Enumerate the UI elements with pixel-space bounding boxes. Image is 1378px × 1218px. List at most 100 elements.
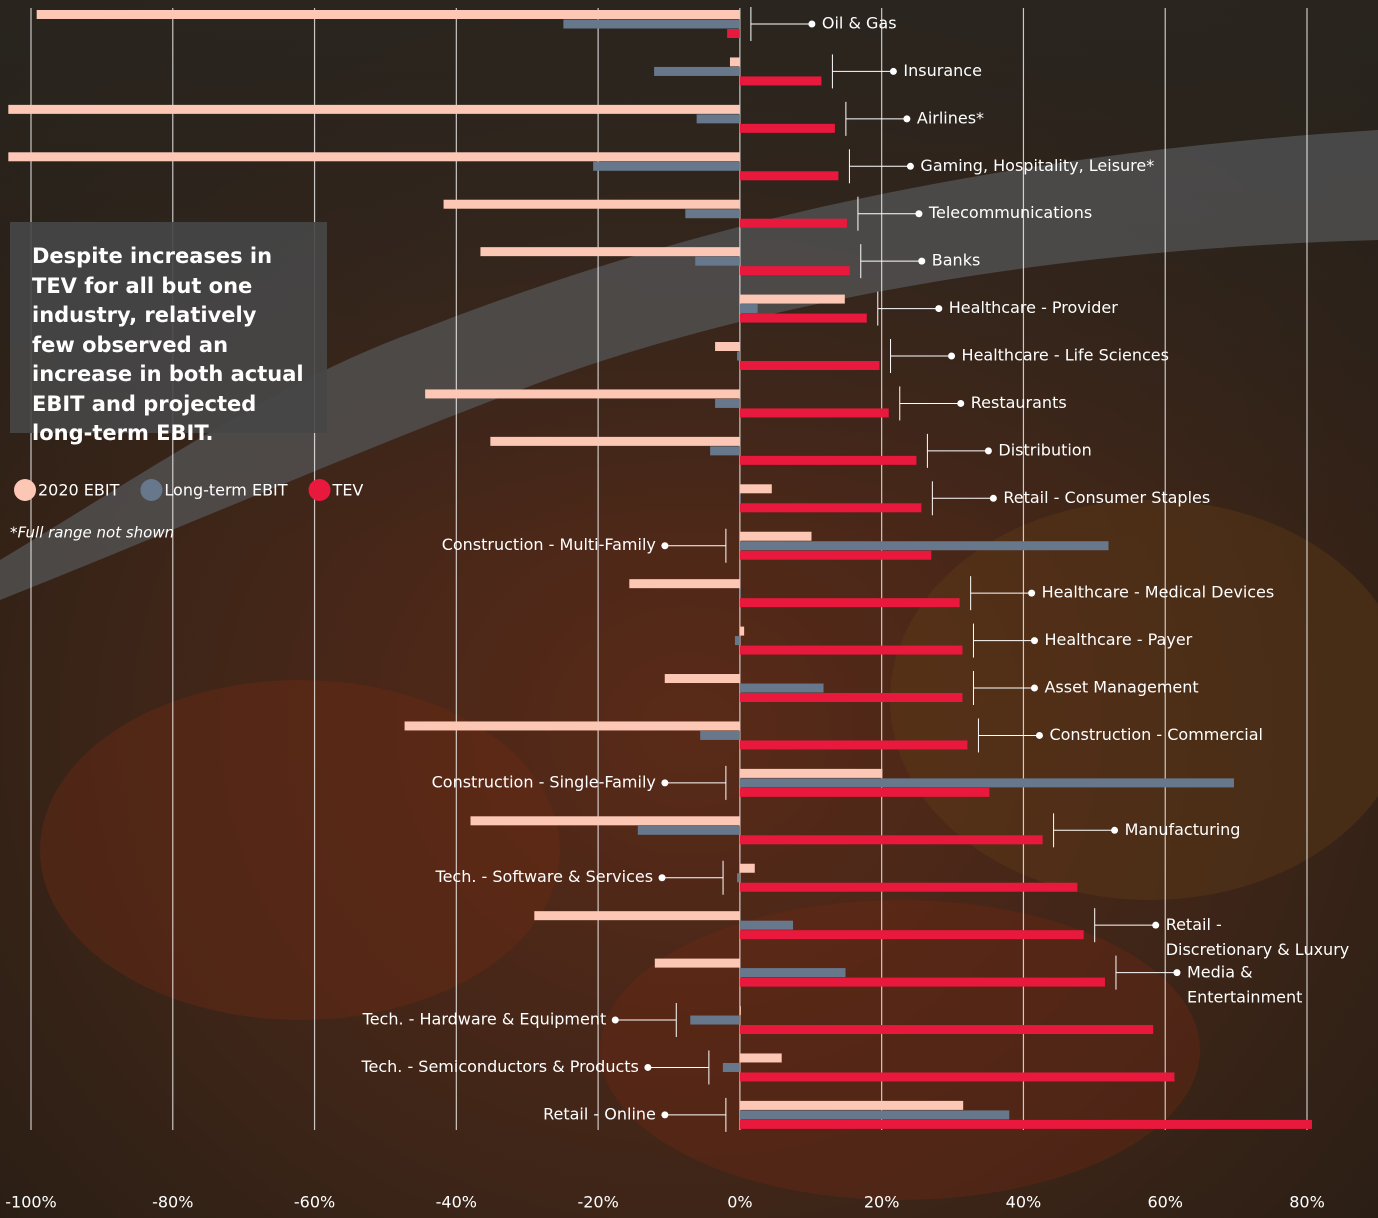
x-tick-label: 20% (864, 1193, 900, 1212)
bar (739, 598, 960, 608)
leader-dot (903, 115, 911, 123)
label-line: Entertainment (1187, 987, 1302, 1006)
bar (739, 778, 1234, 788)
bar (739, 484, 772, 494)
category-label-text: Distribution (998, 440, 1091, 459)
label-line: Media & (1187, 962, 1253, 981)
x-tick-label: 60% (1147, 1193, 1183, 1212)
bar (739, 266, 850, 276)
category-label-text: Gaming, Hospitality, Leisure* (920, 156, 1154, 175)
leader-dot (984, 447, 992, 455)
bar (700, 730, 740, 740)
leader-dot (611, 1016, 619, 1024)
bar (727, 29, 740, 38)
leader-dot (661, 1111, 669, 1119)
category-label-text: Construction - Single-Family (432, 772, 656, 791)
bar (739, 1006, 741, 1016)
bar (739, 626, 745, 636)
legend-label: Long-term EBIT (164, 481, 287, 500)
bar (739, 361, 880, 371)
category-label-text: Healthcare - Medical Devices (1042, 583, 1275, 602)
category-label: Distribution (926, 433, 1092, 468)
bar (715, 398, 740, 408)
category-label-text: Healthcare - Provider (949, 298, 1118, 317)
bar (739, 968, 846, 978)
category-label-text: Healthcare - Life Sciences (962, 346, 1169, 365)
bar (695, 256, 740, 266)
x-tick-label: -20% (577, 1193, 618, 1212)
leader-dot (1035, 731, 1043, 739)
category-label: Banks (860, 244, 981, 279)
bar (480, 247, 740, 257)
bar (734, 636, 740, 646)
category-label: Airlines* (845, 101, 984, 136)
category-label-text: Construction - Commercial (1049, 725, 1263, 744)
bar (739, 977, 1105, 987)
category-label-text: Retail - Discretionary & Luxury (1166, 915, 1350, 959)
category-label-text: Tech. - Software & Services (435, 867, 654, 886)
bar (739, 1110, 1010, 1120)
category-label: Healthcare - Provider (877, 291, 1118, 326)
x-tick-label: -80% (152, 1193, 193, 1212)
leader-dot (948, 352, 956, 360)
category-label: Tech. - Software & Services (435, 860, 724, 895)
category-label-text: Construction - Multi-Family (442, 535, 656, 554)
category-label: Restaurants (899, 386, 1067, 421)
bar (629, 579, 740, 589)
bar (739, 1119, 1312, 1129)
bar (654, 958, 740, 968)
category-label-text: Retail - Consumer Staples (1003, 488, 1210, 507)
x-tick-label: 80% (1289, 1193, 1325, 1212)
bar (739, 550, 932, 560)
bar (739, 863, 755, 873)
bar (739, 1072, 1175, 1082)
leader-dot (889, 67, 897, 75)
leader-dot (918, 257, 926, 265)
bar (739, 740, 968, 750)
bar (563, 19, 740, 29)
bar (739, 76, 822, 86)
title-box: Despite increases in TEV for all but one… (10, 222, 327, 445)
category-label-text: Healthcare - Payer (1044, 630, 1192, 649)
bar (739, 304, 758, 314)
bar (696, 114, 740, 124)
label-line: Retail - (1166, 915, 1222, 934)
bar (739, 930, 1084, 940)
category-label: Retail - Consumer Staples (931, 481, 1210, 516)
bar (737, 873, 740, 883)
category-label: Construction - Single-Family (432, 765, 727, 800)
category-label-text: Insurance (903, 61, 982, 80)
category-label-text: Retail - Online (543, 1104, 656, 1123)
category-label: Retail - Online (543, 1097, 727, 1132)
bar (690, 1015, 740, 1025)
category-label: Oil & Gas (750, 7, 897, 41)
legend-swatch (140, 479, 163, 501)
category-label-text: Banks (932, 251, 981, 270)
legend-swatch (308, 479, 331, 501)
leader-dot (906, 162, 914, 170)
category-label: Construction - Commercial (977, 718, 1263, 753)
bar (739, 920, 794, 930)
leader-dot (1030, 637, 1038, 645)
category-label: Tech. - Hardware & Equipment (362, 1003, 677, 1038)
leader-dot (1173, 969, 1181, 977)
leader-dot (957, 399, 965, 407)
category-label: Media & Entertainment (1115, 955, 1302, 1006)
category-label: Insurance (831, 54, 982, 89)
bar (490, 436, 740, 446)
bar (739, 882, 1078, 892)
bar (710, 446, 740, 456)
bar (739, 588, 741, 598)
bar (739, 541, 1109, 551)
category-label-text: Restaurants (971, 393, 1067, 412)
category-label: Healthcare - Medical Devices (970, 576, 1275, 611)
leader-dot (661, 779, 669, 787)
category-label-text: Media & Entertainment (1187, 962, 1302, 1006)
bar (739, 408, 889, 418)
bar (664, 674, 740, 684)
x-tick-label: 40% (1006, 1193, 1042, 1212)
bar (739, 768, 883, 778)
footnote: *Full range not shown (10, 524, 174, 542)
